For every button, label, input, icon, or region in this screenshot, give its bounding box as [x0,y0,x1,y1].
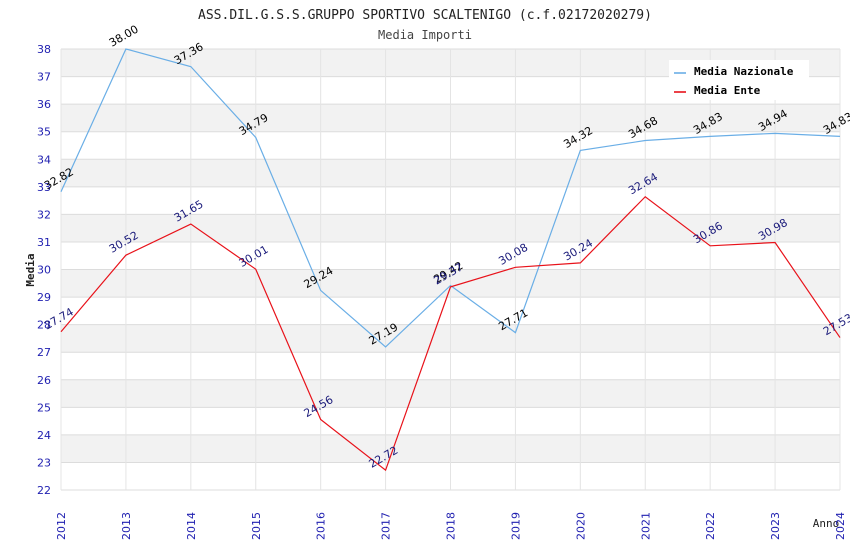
legend: Media Nazionale Media Ente [669,60,809,100]
data-label-media-nazionale: 38.00 [107,23,141,50]
x-tick-label: 2015 [250,512,263,540]
legend-label-media-nazionale: Media Nazionale [694,65,794,78]
y-tick-label: 29 [37,291,51,304]
x-tick-label: 2023 [769,512,782,540]
y-tick-label: 26 [37,374,51,387]
x-tick-label: 2016 [315,512,328,540]
gridlines [60,48,841,491]
x-tick-label: 2022 [704,512,717,540]
chart-subtitle: Media Importi [378,28,472,42]
x-tick-label: 2017 [380,512,393,540]
y-tick-label: 27 [37,346,51,359]
y-tick-label: 35 [37,126,51,139]
x-tick-label: 2013 [120,512,133,540]
y-tick-label: 38 [37,43,51,56]
y-tick-label: 23 [37,456,51,469]
y-tick-label: 33 [37,181,51,194]
series-line-media-nazionale [60,48,841,348]
x-tick-label: 2018 [445,512,458,540]
y-tick-label: 24 [37,429,51,442]
y-tick-label: 34 [37,153,51,166]
legend-box [669,60,809,100]
x-tick-labels: 2012 2013 2014 2015 2016 2017 2018 2019 2020 2021… [55,512,847,540]
y-tick-label: 32 [37,208,51,221]
x-tick-label: 2014 [185,512,198,540]
y-tick-label: 31 [37,236,51,249]
y-axis-label: Media [24,253,37,286]
series-line-media-ente [60,195,841,472]
series-lines [60,48,841,472]
x-tick-label: 2012 [55,512,68,540]
y-tick-label: 28 [37,319,51,332]
y-tick-label: 22 [37,484,51,497]
y-tick-labels: 22 23 24 25 26 27 28 29 30 31 32 33 34 35 36 37 38 [37,43,51,497]
x-tick-label: 2019 [509,512,522,540]
y-tick-label: 30 [37,264,51,277]
chart-title: ASS.DIL.G.S.S.GRUPPO SPORTIVO SCALTENIGO… [198,8,652,23]
x-axis-label: Anno [813,517,840,530]
y-tick-label: 37 [37,71,51,84]
x-tick-label: 2021 [639,512,652,540]
x-tick-label: 2020 [574,512,587,540]
legend-label-media-ente: Media Ente [694,84,761,97]
x-tick-label: 2024 [834,512,847,540]
y-tick-label: 36 [37,98,51,111]
y-tick-label: 25 [37,401,51,414]
